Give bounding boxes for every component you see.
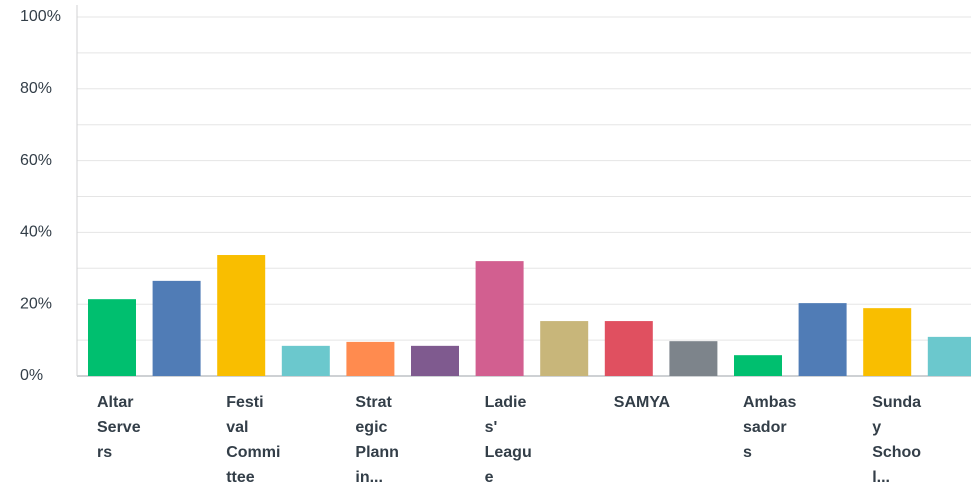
label-line: egic — [355, 419, 387, 436]
bar — [217, 255, 266, 376]
label-line: ttee — [226, 469, 255, 486]
label-line: in... — [355, 469, 383, 486]
y-tick-label: 100% — [20, 8, 61, 25]
bar — [734, 355, 782, 376]
label-line: y — [872, 419, 881, 436]
bar — [346, 341, 395, 376]
label-line: s' — [485, 419, 498, 436]
label-line: Commi — [226, 444, 280, 461]
label-line: l... — [872, 469, 890, 486]
label-line: e — [485, 469, 494, 486]
x-tick-label: Ambas sador s — [743, 394, 796, 461]
y-tick-label: 80% — [20, 80, 52, 97]
label-line: s — [743, 444, 752, 461]
y-tick-label: 0% — [20, 367, 43, 384]
x-tick-label: Festi val Commi ttee — [226, 394, 280, 486]
bar — [863, 308, 912, 376]
label-line: Altar — [97, 394, 133, 411]
x-tick-label: Strat egic Plann in... — [355, 394, 399, 486]
y-tick-label: 20% — [20, 295, 52, 312]
label-line: SAMYA — [614, 394, 671, 411]
label-line: Strat — [355, 394, 392, 411]
label-line: Leagu — [485, 444, 532, 461]
x-tick-label: Sunda y Schoo l... — [872, 394, 921, 486]
bar — [281, 345, 330, 376]
bar — [88, 299, 136, 376]
label-line: Ambas — [743, 394, 796, 411]
x-tick-label: Altar Serve rs — [97, 394, 141, 461]
y-tick-label: 60% — [20, 152, 52, 169]
bar — [475, 261, 524, 376]
bar — [927, 336, 971, 376]
label-line: Ladie — [485, 394, 527, 411]
label-line: val — [226, 419, 248, 436]
bar — [604, 321, 653, 376]
label-line: Plann — [355, 444, 399, 461]
label-line: Serve — [97, 419, 141, 436]
x-tick-label: SAMYA — [614, 394, 671, 411]
label-line: Schoo — [872, 444, 921, 461]
bar — [540, 321, 589, 376]
label-line: Sunda — [872, 394, 921, 411]
label-line: sador — [743, 419, 787, 436]
label-line: Festi — [226, 394, 263, 411]
y-tick-label: 40% — [20, 224, 52, 241]
bar — [669, 341, 718, 376]
label-line: rs — [97, 444, 112, 461]
bar — [411, 345, 459, 376]
x-tick-label: Ladie s' Leagu e — [485, 394, 532, 486]
bar — [798, 303, 847, 376]
bar — [152, 280, 201, 376]
